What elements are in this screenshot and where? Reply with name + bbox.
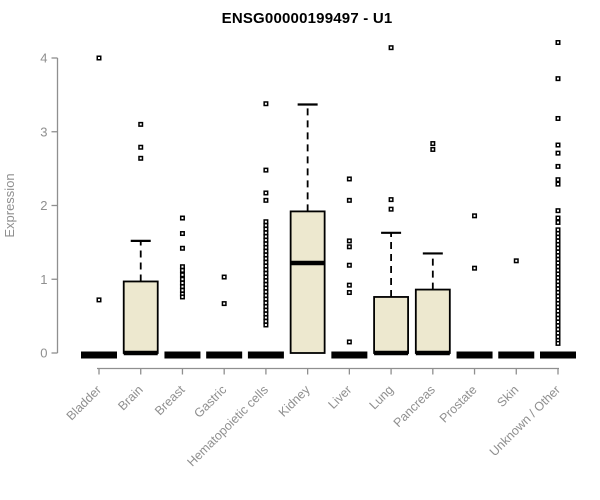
x-tick-label: Gastric [191,383,229,421]
box-unknown-other [539,40,576,359]
y-tick-label: 4 [40,51,47,66]
box-brain [122,121,159,356]
x-tick-label: Kidney [276,382,313,419]
box-liver [331,176,368,359]
y-tick-label: 2 [40,198,47,213]
y-tick-label: 1 [40,272,47,287]
box-breast [164,215,201,359]
box-prostate [456,213,493,359]
box-lung [373,45,409,356]
x-tick-label: Liver [325,383,354,412]
x-tick-label: Bladder [64,383,104,423]
y-axis-label: Expression [2,173,17,237]
y-tick-label: 3 [40,124,47,139]
y-axis: 0 1 2 3 4 Expression [2,51,59,361]
box-kidney [289,103,326,354]
chart-title: ENSG00000199497 - U1 [221,10,393,27]
box-skin [498,258,535,359]
box-gastric [206,274,243,359]
x-tick-label: Lung [367,383,397,413]
x-tick-label: Prostate [437,383,480,426]
x-tick-label: Brain [115,383,146,414]
box-bladder [81,55,117,359]
x-tick-label: Breast [152,382,188,418]
x-tick-label: Unknown / Other [487,383,563,459]
box-pancreas [414,141,451,356]
x-tick-label: Skin [494,383,521,410]
x-tick-label: Hematopoietic cells [184,383,271,470]
box-hematopoietic-cells [247,101,284,359]
x-tick-label: Pancreas [391,383,438,430]
y-tick-label: 0 [40,346,47,361]
